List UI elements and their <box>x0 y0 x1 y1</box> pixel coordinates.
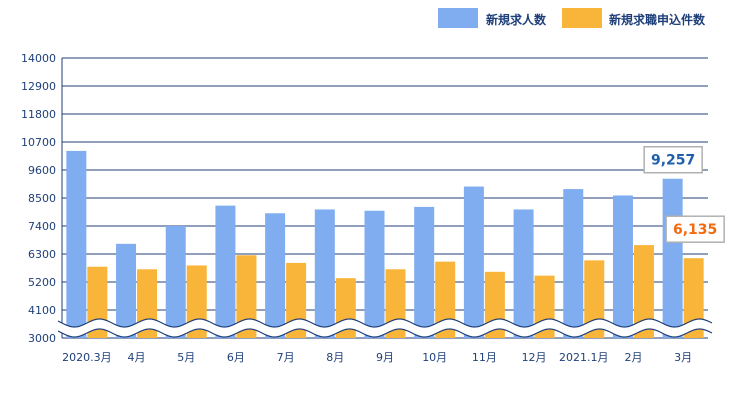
axis-break <box>57 318 713 338</box>
legend-swatch-series-1 <box>438 8 478 28</box>
bar-series-1-4月 <box>116 243 137 338</box>
x-tick-label: 5月 <box>177 351 195 364</box>
bar-series-1-3月 <box>662 178 683 338</box>
bar-series-1-8月 <box>314 209 335 338</box>
bar-series-1-5月 <box>165 226 186 338</box>
bar-series-2-6月 <box>236 255 257 338</box>
gridlines <box>61 57 708 339</box>
y-tick-label: 5200 <box>28 276 56 289</box>
callout-box-series-2 <box>665 215 725 243</box>
axis-break-band <box>58 319 712 337</box>
callout-box-series-1 <box>643 145 703 174</box>
x-tick-label: 3月 <box>674 351 692 364</box>
y-tick-label: 9600 <box>28 164 56 177</box>
x-tick-label: 11月 <box>472 351 497 364</box>
bars <box>66 150 704 338</box>
bar-series-2-2月 <box>633 245 654 338</box>
y-tick-label: 12900 <box>21 80 56 93</box>
y-axis-ticks: 3000 4100 5200 6300 7400 8500 9600 10700 11800 12… <box>21 52 56 345</box>
y-tick-label: 10700 <box>21 136 56 149</box>
y-tick-label: 8500 <box>28 192 56 205</box>
x-tick-label: 2020.3月 <box>62 351 112 364</box>
bar-series-1-6月 <box>215 205 236 338</box>
y-tick-label: 14000 <box>21 52 56 65</box>
x-tick-label: 2021.1月 <box>559 351 609 364</box>
callout-label-series-2: 6,135 <box>673 222 717 238</box>
x-axis-ticks: 2020.3月 4月 5月 6月 7月 8月 9月 10月 11月 12月 2021.1月 2月 3月 <box>62 351 692 364</box>
bar-series-1-2020.3月 <box>66 150 87 338</box>
y-tick-label: 4100 <box>28 304 56 317</box>
x-tick-label: 2月 <box>624 351 642 364</box>
y-tick-label: 3000 <box>28 332 56 345</box>
y-tick-label: 6300 <box>28 248 56 261</box>
callout-label-series-1: 9,257 <box>651 153 695 169</box>
legend-swatch-series-2 <box>562 8 602 28</box>
bar-series-1-12月 <box>513 209 534 338</box>
axis-break-line-upper <box>57 318 713 328</box>
bar-series-1-2021.1月 <box>563 189 584 338</box>
legend: 新規求人数 新規求職申込件数 <box>438 8 706 28</box>
axis-break-line-lower <box>57 328 713 338</box>
bar-series-1-7月 <box>265 213 286 338</box>
bar-series-1-2月 <box>612 195 633 338</box>
x-tick-label: 12月 <box>522 351 547 364</box>
x-tick-label: 7月 <box>277 351 295 364</box>
y-tick-label: 7400 <box>28 220 56 233</box>
bar-series-1-9月 <box>364 210 385 338</box>
y-tick-label: 11800 <box>21 108 56 121</box>
x-tick-label: 10月 <box>422 351 447 364</box>
bar-series-2-3月 <box>683 258 704 338</box>
x-tick-label: 4月 <box>128 351 146 364</box>
x-tick-label: 6月 <box>227 351 245 364</box>
legend-label-series-1: 新規求人数 <box>486 12 547 27</box>
x-tick-label: 9月 <box>376 351 394 364</box>
x-tick-label: 8月 <box>326 351 344 364</box>
bar-series-1-11月 <box>463 186 484 338</box>
bar-series-1-10月 <box>414 206 435 338</box>
callouts: 9,257 6,135 <box>643 145 725 243</box>
legend-label-series-2: 新規求職申込件数 <box>609 12 706 27</box>
